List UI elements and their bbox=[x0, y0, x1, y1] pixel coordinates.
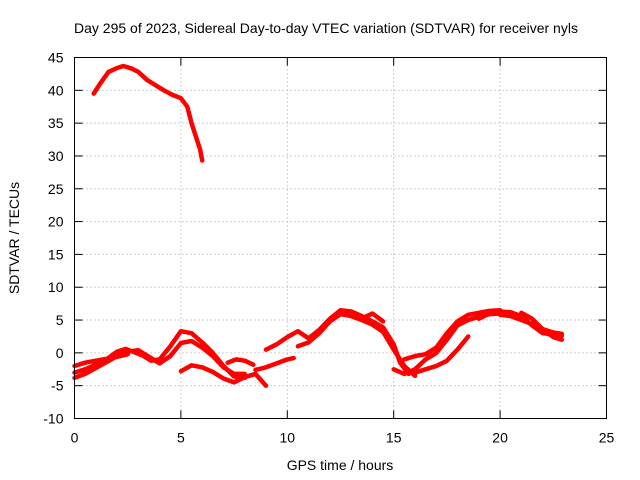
axis-ticks bbox=[74, 57, 607, 419]
series-track-6 bbox=[253, 355, 296, 373]
x-tick-label: 10 bbox=[280, 430, 296, 446]
y-tick-label: 15 bbox=[48, 246, 64, 262]
y-tick-label: -5 bbox=[51, 378, 64, 394]
y-tick-label: -10 bbox=[43, 411, 63, 427]
series-track-7 bbox=[263, 307, 411, 377]
series-track-5 bbox=[225, 357, 256, 367]
y-tick-label: 10 bbox=[48, 279, 64, 295]
y-tick-label: 5 bbox=[56, 312, 64, 328]
series-track-1 bbox=[72, 328, 247, 381]
series-track-10 bbox=[391, 311, 503, 377]
series-track-11 bbox=[402, 307, 503, 362]
x-tick-label: 15 bbox=[386, 430, 402, 446]
series-track-4 bbox=[178, 363, 269, 388]
y-tick-label: 20 bbox=[48, 214, 64, 230]
data-series-layer bbox=[72, 63, 565, 388]
series-track-12 bbox=[412, 334, 471, 375]
series-track-2 bbox=[72, 338, 247, 381]
series-track-15 bbox=[519, 310, 565, 342]
y-tick-label: 45 bbox=[48, 50, 64, 66]
y-tick-label: 0 bbox=[56, 345, 64, 361]
series-satellite-high bbox=[91, 63, 205, 163]
x-tick-label: 25 bbox=[599, 430, 615, 446]
x-tick-label: 20 bbox=[492, 430, 508, 446]
x-tick-label: 0 bbox=[71, 430, 79, 446]
series-track-3 bbox=[72, 351, 130, 369]
plot-frame bbox=[74, 57, 607, 419]
y-tick-label: 35 bbox=[48, 115, 64, 131]
series-track-9 bbox=[359, 311, 386, 324]
series-track-8 bbox=[295, 311, 418, 379]
x-tick-label: 5 bbox=[177, 430, 185, 446]
chart-title: Day 295 of 2023, Sidereal Day-to-day VTE… bbox=[74, 20, 578, 36]
x-axis-label: GPS time / hours bbox=[287, 457, 394, 473]
y-tick-label: 40 bbox=[48, 82, 64, 98]
y-tick-label: 30 bbox=[48, 148, 64, 164]
series-track-14 bbox=[497, 312, 565, 337]
tick-labels: 0 5 10 15 20 25 -10 -5 0 5 10 15 20 25 30 35 40 45 bbox=[43, 50, 614, 446]
y-tick-label: 25 bbox=[48, 181, 64, 197]
grid-lines bbox=[74, 57, 607, 419]
y-axis-label: SDTVAR / TECUs bbox=[6, 182, 22, 294]
